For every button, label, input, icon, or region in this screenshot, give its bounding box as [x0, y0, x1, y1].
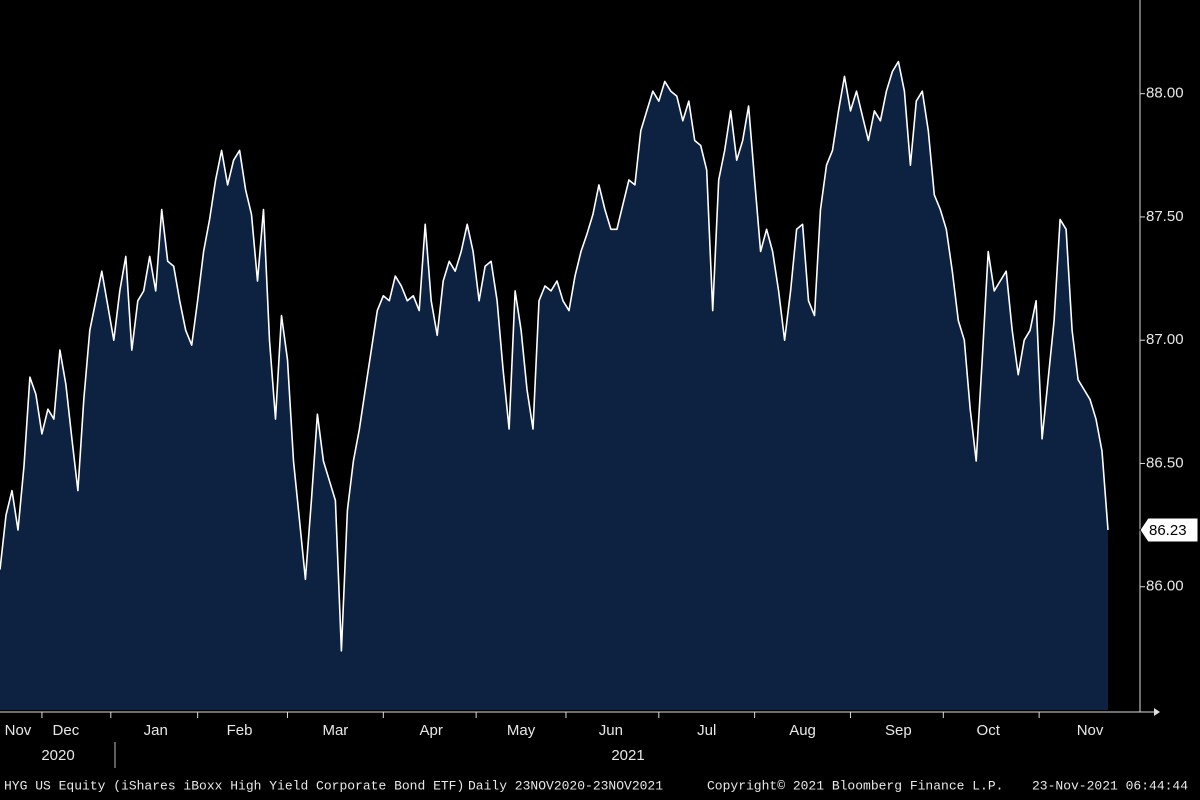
footer-range: Daily 23NOV2020-23NOV2021	[468, 778, 663, 793]
year-label: 2020	[41, 747, 74, 764]
y-tick-label: 86.00	[1146, 578, 1184, 595]
y-tick-label: 88.00	[1146, 85, 1184, 102]
x-tick-label: Nov	[1077, 722, 1104, 739]
x-tick-label: Jan	[144, 722, 168, 739]
x-tick-label: Aug	[789, 722, 816, 739]
x-tick-label: May	[507, 722, 536, 739]
y-tick-label: 86.50	[1146, 454, 1184, 471]
x-tick-label: Jul	[697, 722, 716, 739]
x-tick-label: Nov	[5, 722, 32, 739]
x-tick-label: Feb	[227, 722, 253, 739]
x-tick-label: Mar	[322, 722, 348, 739]
last-price-tag	[1139, 517, 1199, 543]
price-line	[0, 60, 1109, 652]
area-fill	[0, 61, 1108, 711]
footer-timestamp: 23-Nov-2021 06:44:44	[1032, 778, 1188, 793]
x-tick-label: Apr	[420, 722, 443, 739]
year-label: 2021	[611, 747, 644, 764]
footer-copyright: Copyright© 2021 Bloomberg Finance L.P.	[707, 778, 1003, 793]
last-price-label: 86.23	[1149, 522, 1187, 539]
x-tick-label: Sep	[885, 722, 912, 739]
x-tick-label: Oct	[977, 722, 1001, 739]
x-axis-arrow	[1154, 708, 1160, 716]
footer-security: HYG US Equity (iShares iBoxx High Yield …	[4, 778, 464, 793]
y-tick-label: 87.50	[1146, 208, 1184, 225]
x-tick-label: Jun	[599, 722, 623, 739]
y-tick-label: 87.00	[1146, 331, 1184, 348]
x-tick-label: Dec	[53, 722, 80, 739]
